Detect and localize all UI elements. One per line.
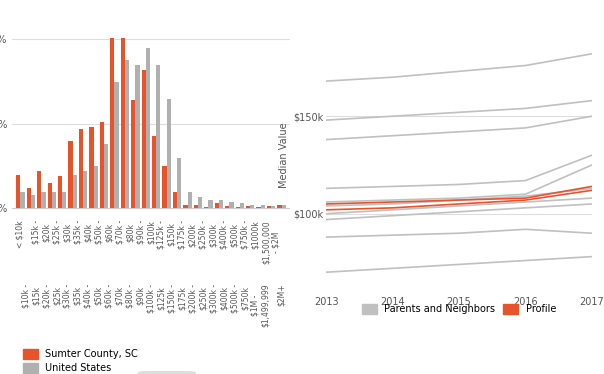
Bar	[214, 203, 219, 208]
Text: $175k -
$200k: $175k - $200k	[178, 220, 198, 249]
Text: $300k -
$400k: $300k - $400k	[209, 283, 228, 313]
Bar	[62, 191, 66, 208]
Text: $10k -
$15k: $10k - $15k	[21, 283, 40, 308]
Bar	[198, 197, 202, 208]
Bar	[94, 166, 98, 208]
Bar	[250, 205, 254, 208]
Bar	[125, 59, 129, 208]
Bar	[72, 175, 77, 208]
Bar	[184, 205, 188, 208]
Text: $35k -
$40k: $35k - $40k	[74, 220, 93, 244]
Bar	[188, 191, 191, 208]
Text: $25k -
$30k: $25k - $30k	[53, 220, 72, 244]
Text: $90k -
$100k: $90k - $100k	[136, 220, 155, 244]
Bar	[21, 191, 25, 208]
Text: $70k -
$80k: $70k - $80k	[115, 220, 135, 244]
Text: $750k -
$1000k: $750k - $1000k	[240, 220, 260, 249]
FancyBboxPatch shape	[138, 371, 196, 374]
Text: $500k -
$750k: $500k - $750k	[230, 283, 249, 313]
Bar	[100, 122, 104, 208]
Bar	[230, 202, 234, 208]
Legend: Sumter County, SC, United States: Sumter County, SC, United States	[23, 349, 138, 373]
Text: $250k -
$300k: $250k - $300k	[199, 220, 218, 249]
Bar	[257, 207, 261, 208]
Bar	[104, 144, 108, 208]
Bar	[281, 205, 286, 208]
Text: $40k -
$50k: $40k - $50k	[84, 283, 103, 308]
Text: < $10k: < $10k	[16, 220, 25, 248]
Bar	[131, 100, 135, 208]
Text: $80k -
$90k: $80k - $90k	[126, 283, 145, 308]
Text: $30k -
$35k: $30k - $35k	[63, 283, 82, 308]
Bar	[261, 205, 265, 208]
Text: $20k -
$25k: $20k - $25k	[42, 283, 62, 308]
Bar	[146, 48, 150, 208]
Bar	[89, 127, 94, 208]
Bar	[277, 205, 281, 208]
Bar	[208, 200, 213, 208]
Bar	[141, 70, 146, 208]
Bar	[121, 38, 125, 208]
Text: $200k -
$250k: $200k - $250k	[188, 283, 208, 313]
Text: $100k -
$125k: $100k - $125k	[147, 283, 166, 313]
Bar	[16, 175, 21, 208]
Bar	[68, 141, 72, 208]
Bar	[135, 65, 140, 208]
Bar	[31, 195, 35, 208]
Text: $15k -
$20k: $15k - $20k	[31, 220, 51, 244]
Text: $150k -
$175k: $150k - $175k	[167, 283, 187, 313]
Bar	[27, 188, 31, 208]
Bar	[225, 206, 230, 208]
Bar	[267, 206, 271, 208]
Bar	[162, 166, 167, 208]
Legend: Parents and Neighbors, Profile: Parents and Neighbors, Profile	[362, 304, 556, 314]
Bar	[114, 82, 118, 208]
Bar	[271, 206, 275, 208]
Bar	[48, 183, 52, 208]
Bar	[177, 158, 181, 208]
Text: $1M -
$1,499,999: $1M - $1,499,999	[251, 283, 271, 327]
Bar	[111, 38, 114, 208]
Bar	[167, 98, 171, 208]
Bar	[173, 191, 177, 208]
Text: $125k -
$150k: $125k - $150k	[157, 220, 176, 249]
Bar	[156, 65, 161, 208]
Bar	[152, 136, 156, 208]
Bar	[204, 207, 208, 208]
Bar	[79, 129, 83, 208]
Bar	[37, 171, 41, 208]
Bar	[219, 200, 223, 208]
Text: $1,500,000
- $2M: $1,500,000 - $2M	[262, 220, 281, 264]
Text: $60k -
$70k: $60k - $70k	[104, 283, 124, 308]
Bar	[240, 203, 244, 208]
Y-axis label: Median Value: Median Value	[279, 122, 289, 188]
Bar	[246, 206, 250, 208]
Bar	[236, 207, 240, 208]
Bar	[52, 191, 56, 208]
Text: $50k -
$60k: $50k - $60k	[94, 220, 114, 244]
Bar	[58, 176, 62, 208]
Bar	[41, 191, 45, 208]
Bar	[83, 171, 88, 208]
Bar	[194, 205, 198, 208]
Text: $400k -
$500k: $400k - $500k	[220, 220, 239, 249]
Text: $2M+: $2M+	[277, 283, 286, 306]
